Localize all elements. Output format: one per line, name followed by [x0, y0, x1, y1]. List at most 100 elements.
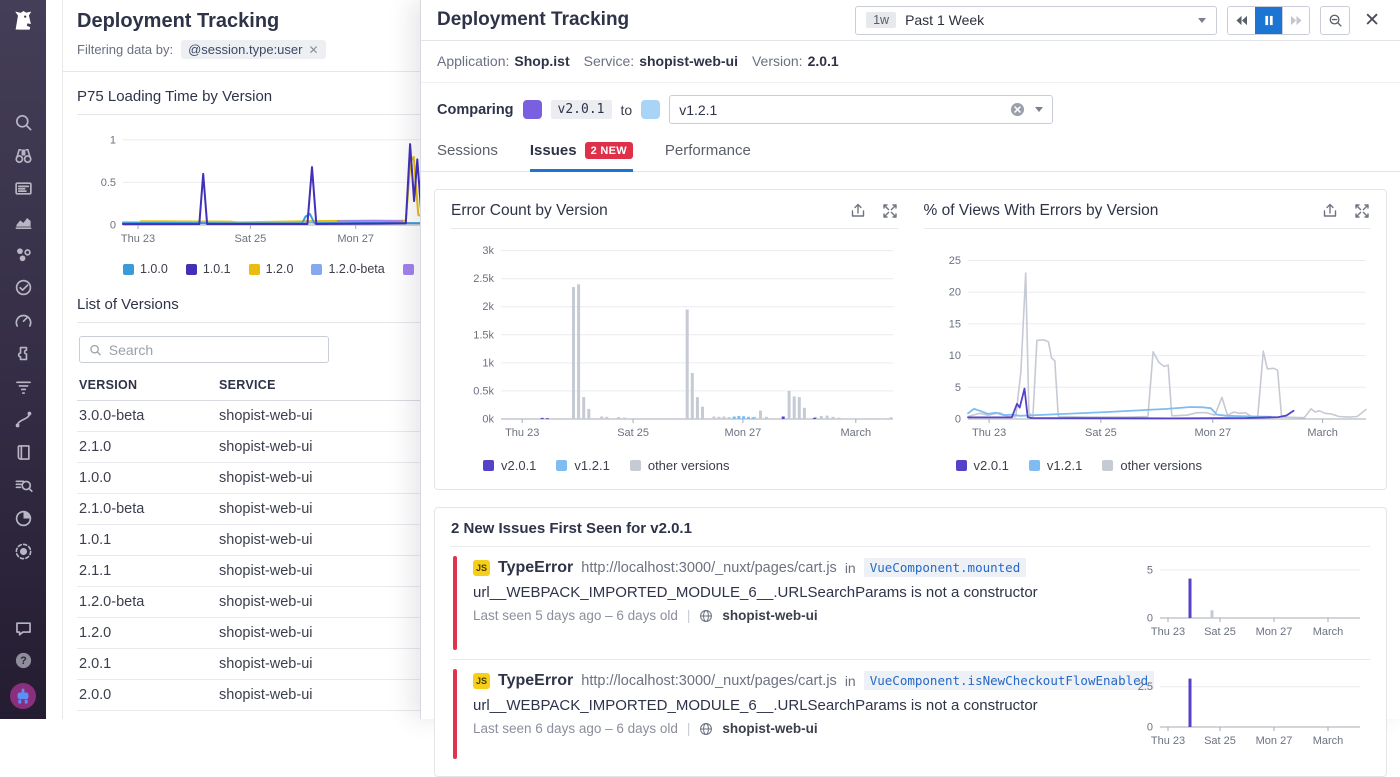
pause-button[interactable]: [1255, 7, 1282, 34]
new-issues-badge: 2 NEW: [585, 142, 633, 159]
filter-chip[interactable]: @session.type:user ✕: [181, 40, 325, 59]
tab-issues[interactable]: Issues 2 NEW: [530, 142, 633, 172]
area-chart-icon[interactable]: [14, 212, 33, 231]
column-header-service[interactable]: SERVICE: [217, 371, 437, 401]
expand-icon[interactable]: [1354, 203, 1370, 219]
versions-search[interactable]: [79, 336, 329, 363]
issue-type[interactable]: TypeError: [498, 672, 573, 690]
clear-icon[interactable]: [1010, 102, 1025, 117]
user-avatar[interactable]: [10, 683, 36, 709]
legend-item[interactable]: 1.0.1: [186, 262, 231, 276]
issue-context: VueComponent.mounted: [864, 558, 1027, 577]
compare-to-select[interactable]: v1.2.1: [669, 95, 1053, 124]
datadog-logo[interactable]: [10, 7, 37, 39]
version-cell: 2.1.1: [77, 556, 217, 587]
svg-text:March: March: [1313, 626, 1344, 638]
globe-network-icon[interactable]: [14, 542, 33, 561]
panel-meta-row: Application: Shop.ist Service: shopist-w…: [421, 41, 1400, 83]
notebook-icon[interactable]: [14, 443, 33, 462]
issue-source: http://localhost:3000/_nuxt/pages/cart.j…: [581, 560, 837, 576]
legend-item[interactable]: 1.0.0: [123, 262, 168, 276]
export-icon[interactable]: [850, 203, 866, 219]
search-input[interactable]: [109, 342, 319, 358]
zoom-out-button[interactable]: [1320, 6, 1350, 35]
funnel-icon[interactable]: [14, 377, 33, 396]
legend-swatch: [249, 264, 260, 275]
in-label: in: [845, 560, 856, 576]
close-icon[interactable]: ✕: [1360, 11, 1384, 30]
pause-icon: [1264, 15, 1274, 26]
forward-button[interactable]: [1282, 7, 1309, 34]
compare-from-version: v2.0.1: [551, 100, 612, 119]
target-icon[interactable]: [14, 278, 33, 297]
legend-item[interactable]: v1.2.1: [1029, 458, 1082, 473]
rewind-button[interactable]: [1228, 7, 1255, 34]
legend-item[interactable]: 1.2.0: [249, 262, 294, 276]
legend-swatch: [311, 264, 322, 275]
issue-row[interactable]: JS TypeError http://localhost:3000/_nuxt…: [451, 547, 1370, 659]
issue-details: JS TypeError http://localhost:3000/_nuxt…: [473, 558, 1130, 649]
chat-icon[interactable]: [14, 619, 33, 638]
puzzle-icon[interactable]: [14, 344, 33, 363]
legend-item[interactable]: v2.0.1: [483, 458, 536, 473]
version-cell: 1.0.0: [77, 463, 217, 494]
svg-text:Sat 25: Sat 25: [1084, 427, 1116, 439]
binoculars-icon[interactable]: [14, 146, 33, 165]
time-range-select[interactable]: 1w Past 1 Week: [855, 6, 1217, 35]
issue-row[interactable]: JS TypeError http://localhost:3000/_nuxt…: [451, 659, 1370, 768]
service-cell: shopist-web-ui: [217, 587, 437, 618]
cluster-icon[interactable]: [14, 245, 33, 264]
application-meta: Application: Shop.ist: [437, 53, 570, 69]
service-cell: shopist-web-ui: [217, 525, 437, 556]
version-cell: 1.2.0: [77, 618, 217, 649]
gauge-icon[interactable]: [14, 311, 33, 330]
svg-text:0: 0: [1147, 722, 1153, 734]
meta-label: Version:: [752, 53, 803, 69]
legend-item[interactable]: 1.2.0-beta: [311, 262, 384, 276]
expand-icon[interactable]: [882, 203, 898, 219]
export-icon[interactable]: [1322, 203, 1338, 219]
issue-type[interactable]: TypeError: [498, 559, 573, 577]
legend-label: v2.0.1: [501, 458, 536, 473]
chart-title: Error Count by Version: [451, 202, 608, 220]
svg-text:1.5k: 1.5k: [473, 329, 494, 341]
help-icon[interactable]: ?: [14, 651, 33, 670]
search-icon[interactable]: [14, 113, 33, 132]
svg-text:5: 5: [1147, 564, 1153, 576]
legend-item[interactable]: v2.0.1: [956, 458, 1009, 473]
issue-meta: Last seen 6 days ago – 6 days old | shop…: [473, 721, 1110, 736]
version-cell: 1.0.1: [77, 525, 217, 556]
legend-item[interactable]: other versions: [630, 458, 730, 473]
column-header-version[interactable]: VERSION: [77, 371, 217, 401]
legend-item[interactable]: other versions: [1102, 458, 1202, 473]
tab-sessions[interactable]: Sessions: [437, 142, 498, 172]
svg-text:Mon 27: Mon 27: [1256, 626, 1293, 638]
fast-forward-icon: [1290, 15, 1303, 26]
comparing-label: Comparing: [437, 102, 514, 118]
log-search-icon[interactable]: [14, 476, 33, 495]
tab-performance[interactable]: Performance: [665, 142, 751, 172]
pie-chart-icon[interactable]: [14, 509, 33, 528]
legend-item[interactable]: v1.2.1: [556, 458, 609, 473]
trace-icon[interactable]: [14, 410, 33, 429]
legend-swatch: [403, 264, 414, 275]
dashboard-icon[interactable]: [14, 179, 33, 198]
app-sidebar: ?: [0, 0, 46, 719]
legend-swatch: [186, 264, 197, 275]
issue-meta: Last seen 5 days ago – 6 days old | shop…: [473, 608, 1110, 623]
svg-text:Sat 25: Sat 25: [1204, 626, 1236, 638]
filter-remove-icon[interactable]: ✕: [308, 43, 318, 57]
svg-text:2.5: 2.5: [1138, 681, 1153, 693]
